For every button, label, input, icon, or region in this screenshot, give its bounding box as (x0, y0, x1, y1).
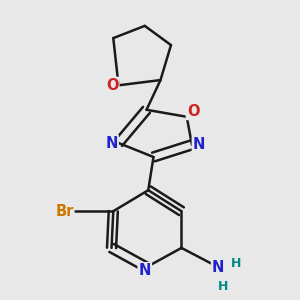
Text: H: H (230, 257, 241, 270)
Text: O: O (187, 104, 199, 119)
Text: N: N (105, 136, 118, 151)
Text: Br: Br (55, 204, 74, 219)
Text: N: N (212, 260, 224, 274)
Text: O: O (106, 78, 118, 93)
Text: N: N (193, 137, 205, 152)
Text: H: H (218, 280, 228, 293)
Text: N: N (139, 263, 151, 278)
